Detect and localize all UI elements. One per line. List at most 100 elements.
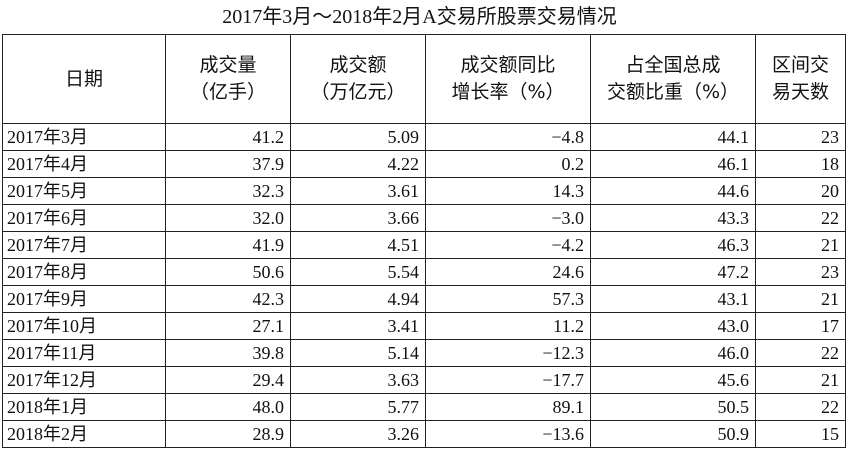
value-cell: 39.8 [165, 339, 291, 367]
column-header: 成交额 （万亿元） [290, 34, 426, 124]
value-cell: 22 [755, 204, 846, 232]
header-line: 日期 [64, 67, 103, 90]
header-line: 成交额同比 [460, 54, 556, 76]
value-cell: 4.22 [290, 150, 426, 178]
date-cell: 2017年4月 [2, 150, 166, 178]
table-title: 2017年3月～2018年2月A交易所股票交易情况 [222, 6, 617, 28]
value-cell: 32.3 [165, 177, 291, 205]
header-line: 成交量 [199, 54, 257, 76]
value-cell: 21 [755, 231, 846, 259]
table-row: 2017年5月 32.3 3.61 14.3 44.6 20 [2, 177, 846, 205]
value-cell: 24.6 [425, 258, 591, 286]
value-cell: 4.51 [290, 231, 426, 259]
value-cell: 14.3 [425, 177, 591, 205]
value-cell: 3.26 [290, 420, 426, 448]
value-cell: −3.0 [425, 204, 591, 232]
value-cell: 29.4 [165, 366, 291, 394]
date-cell: 2017年10月 [2, 312, 166, 340]
table-row: 2017年10月 27.1 3.41 11.2 43.0 17 [2, 312, 846, 340]
table-body: 2017年3月 41.2 5.09 −4.8 44.1 23 2017年4月 37.9 4.22… [2, 123, 846, 448]
value-cell: 27.1 [165, 312, 291, 340]
value-cell: 21 [755, 285, 846, 313]
date-cell: 2017年11月 [2, 339, 166, 367]
value-cell: 5.77 [290, 393, 426, 421]
value-cell: 21 [755, 366, 846, 394]
value-cell: 20 [755, 177, 846, 205]
value-cell: 43.1 [590, 285, 756, 313]
value-cell: 44.1 [590, 123, 756, 151]
header-line: 占全国总成 [625, 54, 721, 76]
value-cell: −12.3 [425, 339, 591, 367]
value-cell: 48.0 [165, 393, 291, 421]
column-header: 区间交 易天数 [755, 34, 846, 124]
value-cell: 57.3 [425, 285, 591, 313]
table-row: 2017年3月 41.2 5.09 −4.8 44.1 23 [2, 123, 846, 151]
date-cell: 2017年3月 [2, 123, 166, 151]
value-cell: −4.8 [425, 123, 591, 151]
header-line: （亿手） [189, 81, 266, 103]
value-cell: 46.1 [590, 150, 756, 178]
value-cell: 3.66 [290, 204, 426, 232]
value-cell: 32.0 [165, 204, 291, 232]
value-cell: 43.0 [590, 312, 756, 340]
value-cell: 37.9 [165, 150, 291, 178]
value-cell: 4.94 [290, 285, 426, 313]
value-cell: 17 [755, 312, 846, 340]
value-cell: 15 [755, 420, 846, 448]
table-row: 2017年6月 32.0 3.66 −3.0 43.3 22 [2, 204, 846, 232]
value-cell: 50.5 [590, 393, 756, 421]
value-cell: −4.2 [425, 231, 591, 259]
value-cell: 50.9 [590, 420, 756, 448]
value-cell: 5.09 [290, 123, 426, 151]
value-cell: 46.0 [590, 339, 756, 367]
value-cell: 23 [755, 123, 846, 151]
column-header: 成交量 （亿手） [165, 34, 291, 124]
value-cell: 5.14 [290, 339, 426, 367]
column-header: 日期 [2, 34, 166, 124]
date-cell: 2017年12月 [2, 366, 166, 394]
header-line: 易天数 [771, 81, 829, 103]
value-cell: 18 [755, 150, 846, 178]
header-line: 区间交 [771, 54, 829, 76]
date-cell: 2017年5月 [2, 177, 166, 205]
value-cell: 3.63 [290, 366, 426, 394]
table-row: 2017年8月 50.6 5.54 24.6 47.2 23 [2, 258, 846, 286]
date-cell: 2017年8月 [2, 258, 166, 286]
value-cell: 22 [755, 339, 846, 367]
header-line: 交额比重（%） [606, 81, 740, 103]
value-cell: 42.3 [165, 285, 291, 313]
table-row: 2017年11月 39.8 5.14 −12.3 46.0 22 [2, 339, 846, 367]
header-line: 成交额 [329, 54, 387, 76]
value-cell: 23 [755, 258, 846, 286]
value-cell: 89.1 [425, 393, 591, 421]
value-cell: 11.2 [425, 312, 591, 340]
value-cell: 50.6 [165, 258, 291, 286]
value-cell: 28.9 [165, 420, 291, 448]
value-cell: 44.6 [590, 177, 756, 205]
header-line: （万亿元） [310, 81, 406, 103]
value-cell: 22 [755, 393, 846, 421]
value-cell: 46.3 [590, 231, 756, 259]
value-cell: 3.41 [290, 312, 426, 340]
table-row: 2017年9月 42.3 4.94 57.3 43.1 21 [2, 285, 846, 313]
value-cell: 41.9 [165, 231, 291, 259]
table-row: 2017年4月 37.9 4.22 0.2 46.1 18 [2, 150, 846, 178]
table-row: 2017年12月 29.4 3.63 −17.7 45.6 21 [2, 366, 846, 394]
date-cell: 2017年9月 [2, 285, 166, 313]
value-cell: −13.6 [425, 420, 591, 448]
column-header: 成交额同比增长率（%） [425, 34, 591, 124]
value-cell: 43.3 [590, 204, 756, 232]
value-cell: 45.6 [590, 366, 756, 394]
value-cell: 3.61 [290, 177, 426, 205]
data-table: 日期 成交量 （亿手） 成交额 （万亿元） 成交额同比增长率（%） 占全国总成交额比重（%）… [2, 34, 846, 448]
value-cell: −17.7 [425, 366, 591, 394]
table-row: 2018年1月 48.0 5.77 89.1 50.5 22 [2, 393, 846, 421]
value-cell: 47.2 [590, 258, 756, 286]
date-cell: 2017年6月 [2, 204, 166, 232]
table-row: 2017年7月 41.9 4.51 −4.2 46.3 21 [2, 231, 846, 259]
value-cell: 5.54 [290, 258, 426, 286]
header-line: 增长率（%） [451, 81, 565, 103]
date-cell: 2018年1月 [2, 393, 166, 421]
header-row: 日期 成交量 （亿手） 成交额 （万亿元） 成交额同比增长率（%） 占全国总成交额比重（%）… [2, 34, 846, 124]
